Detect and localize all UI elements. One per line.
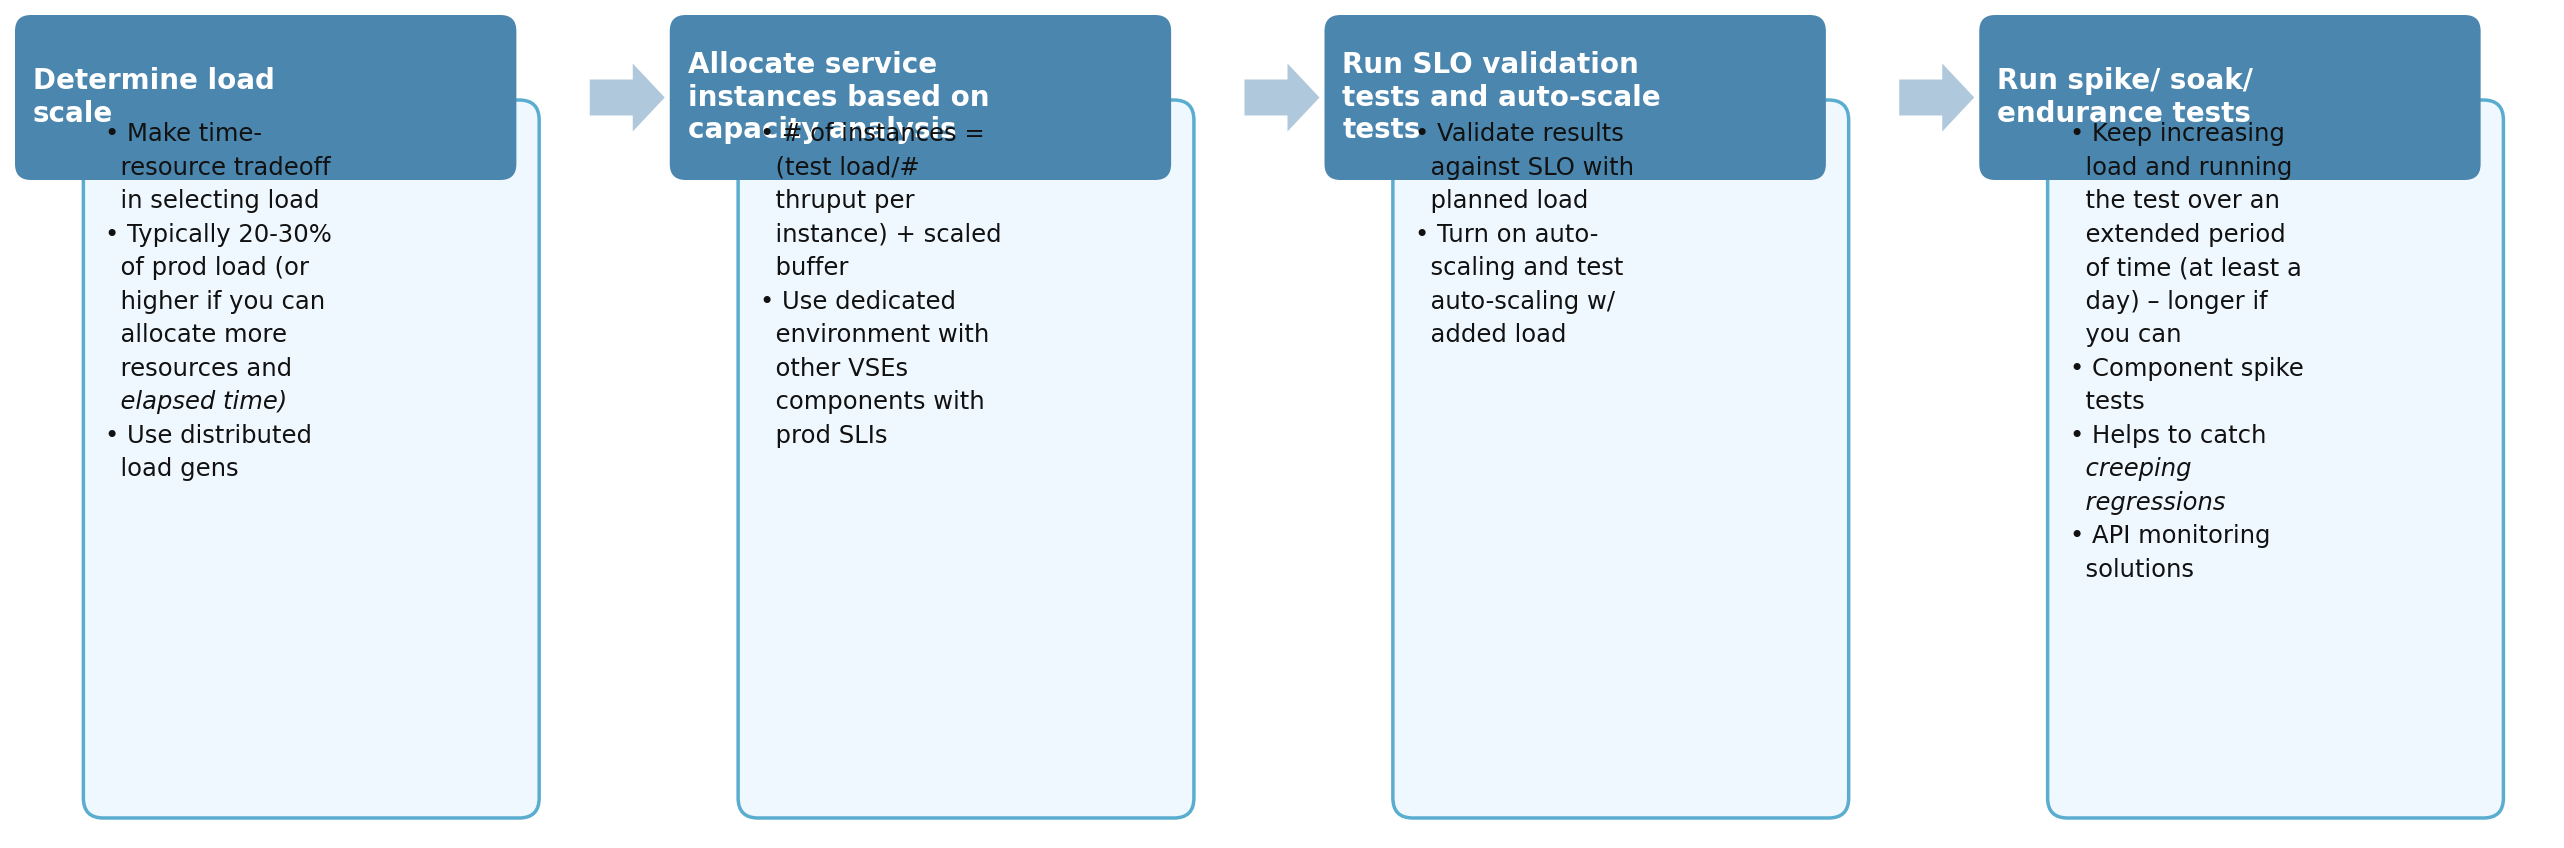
Text: instance) + scaled: instance) + scaled	[759, 223, 1003, 247]
FancyBboxPatch shape	[85, 100, 538, 818]
Text: • API monitoring: • API monitoring	[2069, 525, 2269, 549]
FancyBboxPatch shape	[738, 100, 1195, 818]
Text: you can: you can	[2069, 323, 2182, 347]
Text: thruput per: thruput per	[759, 189, 915, 213]
FancyBboxPatch shape	[1326, 15, 1826, 180]
Text: environment with: environment with	[759, 323, 990, 347]
Text: • Component spike: • Component spike	[2069, 357, 2302, 381]
Text: higher if you can: higher if you can	[105, 290, 326, 314]
FancyBboxPatch shape	[1979, 15, 2479, 180]
FancyBboxPatch shape	[669, 15, 1172, 180]
Text: • # of instances =: • # of instances =	[759, 122, 985, 146]
FancyBboxPatch shape	[1392, 100, 1849, 818]
Text: tests: tests	[2069, 390, 2144, 415]
Text: resource tradeoff: resource tradeoff	[105, 155, 331, 180]
Text: • Make time-: • Make time-	[105, 122, 262, 146]
Text: allocate more: allocate more	[105, 323, 287, 347]
Text: of prod load (or: of prod load (or	[105, 256, 310, 280]
Text: day) – longer if: day) – longer if	[2069, 290, 2267, 314]
Text: • Typically 20-30%: • Typically 20-30%	[105, 223, 333, 247]
Text: Allocate service
instances based on
capacity analysis: Allocate service instances based on capa…	[687, 51, 990, 144]
Text: elapsed time): elapsed time)	[105, 390, 287, 415]
Text: auto-scaling w/: auto-scaling w/	[1415, 290, 1615, 314]
Polygon shape	[590, 64, 664, 131]
Polygon shape	[1244, 64, 1320, 131]
Text: (test load/#: (test load/#	[759, 155, 920, 180]
Text: other VSEs: other VSEs	[759, 357, 908, 381]
Text: the test over an: the test over an	[2069, 189, 2279, 213]
Text: prod SLIs: prod SLIs	[759, 424, 887, 448]
Text: resources and: resources and	[105, 357, 292, 381]
Text: scaling and test: scaling and test	[1415, 256, 1623, 280]
Text: creeping: creeping	[2069, 457, 2192, 482]
FancyBboxPatch shape	[2049, 100, 2502, 818]
Text: • Turn on auto-: • Turn on auto-	[1415, 223, 1597, 247]
Text: in selecting load: in selecting load	[105, 189, 320, 213]
Text: Run spike/ soak/
endurance tests: Run spike/ soak/ endurance tests	[1997, 67, 2254, 128]
Text: • Keep increasing: • Keep increasing	[2069, 122, 2285, 146]
Text: of time (at least a: of time (at least a	[2069, 256, 2302, 280]
Text: added load: added load	[1415, 323, 1567, 347]
Text: load gens: load gens	[105, 457, 238, 482]
Text: regressions: regressions	[2069, 491, 2226, 515]
Text: planned load: planned load	[1415, 189, 1587, 213]
Text: solutions: solutions	[2069, 558, 2195, 582]
Text: • Use distributed: • Use distributed	[105, 424, 313, 448]
Text: • Helps to catch: • Helps to catch	[2069, 424, 2267, 448]
Text: components with: components with	[759, 390, 985, 415]
Polygon shape	[1900, 64, 1974, 131]
Text: • Validate results: • Validate results	[1415, 122, 1623, 146]
Text: Determine load
scale: Determine load scale	[33, 67, 274, 128]
FancyBboxPatch shape	[15, 15, 515, 180]
Text: ​italic_placeholder: ​italic_placeholder	[105, 379, 236, 393]
Text: load and running: load and running	[2069, 155, 2292, 180]
Text: extended period: extended period	[2069, 223, 2285, 247]
Text: against SLO with: against SLO with	[1415, 155, 1633, 180]
Text: buffer: buffer	[759, 256, 849, 280]
Text: Run SLO validation
tests and auto-scale
tests: Run SLO validation tests and auto-scale …	[1344, 51, 1661, 144]
Text: • Use dedicated: • Use dedicated	[759, 290, 956, 314]
